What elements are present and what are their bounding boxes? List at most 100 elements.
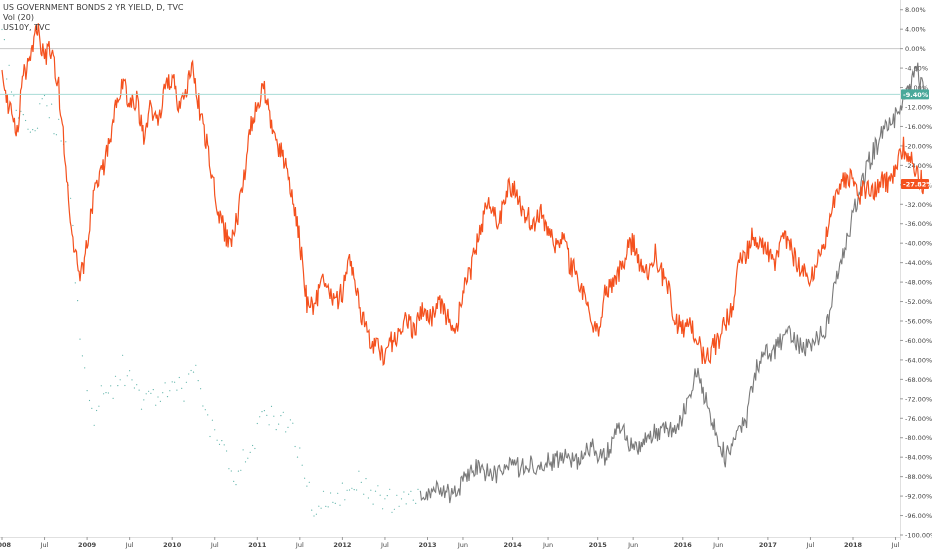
- us10y-point: [195, 364, 197, 366]
- x-tick-label: Jun: [542, 541, 553, 549]
- us10y-point: [301, 464, 303, 466]
- us10y-point: [185, 381, 187, 383]
- us10y-point: [25, 119, 27, 122]
- us10y-point: [230, 470, 232, 472]
- us10y-point: [393, 508, 395, 510]
- x-tick-label: Jul: [295, 541, 304, 549]
- y-tick-label: -96.00%: [905, 512, 932, 520]
- us10y-price-tag-bg: [901, 89, 929, 100]
- y-tick-label: 0.00%: [905, 45, 926, 53]
- y-tick-label: -32.00%: [905, 201, 932, 209]
- y-tick-label: -68.00%: [905, 376, 932, 384]
- us10y-point: [358, 470, 360, 472]
- us10y-point: [280, 415, 282, 417]
- us10y-point: [412, 499, 414, 501]
- us10y-point: [304, 477, 306, 479]
- y-tick-label: -60.00%: [905, 337, 932, 345]
- us10y-point: [152, 389, 154, 391]
- us10y-point: [126, 375, 128, 377]
- us10y-point: [192, 371, 195, 373]
- us10y-point: [405, 503, 407, 505]
- us10y-point: [235, 484, 237, 486]
- us10y-point: [356, 489, 358, 491]
- us10y-point: [327, 506, 329, 508]
- us02y-line[interactable]: [1, 23, 925, 367]
- us10y-point: [15, 109, 17, 111]
- us10y-point: [122, 354, 124, 356]
- y-tick-label: -36.00%: [905, 220, 932, 228]
- us10y-point: [386, 495, 388, 497]
- us10y-point: [259, 416, 261, 418]
- us10y-point: [100, 385, 102, 387]
- us10y-point: [39, 103, 41, 105]
- us10y-point: [157, 396, 159, 398]
- us10y-point: [58, 118, 60, 120]
- us10y-point: [268, 424, 270, 426]
- us10y-line[interactable]: [419, 62, 925, 504]
- us10y-point: [256, 422, 258, 425]
- x-tick-label: 2017: [759, 541, 777, 549]
- us10y-point: [48, 117, 50, 119]
- us10y-point: [282, 411, 284, 413]
- us10y-point: [124, 384, 126, 387]
- us10y-point: [74, 282, 76, 284]
- us10y-point: [363, 493, 365, 495]
- us10y-point: [51, 103, 53, 105]
- us10y-point: [273, 415, 275, 417]
- y-tick-label: -84.00%: [905, 454, 932, 462]
- us10y-point: [145, 393, 147, 395]
- us10y-point: [27, 128, 29, 130]
- us10y-point: [311, 509, 313, 511]
- us10y-point: [81, 355, 83, 357]
- x-tick-label: 2015: [589, 541, 608, 549]
- y-tick-label: -100.00%: [905, 532, 932, 540]
- legend-main-symbol[interactable]: US GOVERNMENT BONDS 2 YR YIELD, D, TVC: [3, 3, 184, 12]
- us10y-point: [207, 414, 209, 416]
- us10y-point: [382, 508, 384, 510]
- us10y-point: [209, 435, 211, 438]
- us10y-point: [22, 114, 24, 116]
- us10y-point: [84, 367, 86, 369]
- us10y-point: [341, 482, 343, 484]
- us10y-point: [96, 409, 98, 412]
- us10y-point: [263, 410, 265, 412]
- us10y-point: [41, 98, 43, 100]
- y-tick-label: 8.00%: [905, 6, 926, 14]
- us10y-point: [138, 389, 140, 391]
- legend-volume[interactable]: Vol (20): [3, 13, 34, 22]
- us10y-point: [351, 487, 353, 489]
- y-tick-label: -56.00%: [905, 318, 932, 326]
- us10y-point: [13, 95, 15, 97]
- y-tick-label: -16.00%: [905, 123, 932, 131]
- us10y-point: [29, 131, 31, 133]
- us10y-point: [318, 505, 320, 507]
- us10y-point: [65, 141, 67, 143]
- us10y-point: [313, 515, 315, 517]
- us10y-point: [242, 449, 244, 451]
- x-tick-label: 2012: [333, 541, 351, 549]
- us10y-point: [322, 490, 325, 492]
- us10y-point: [166, 396, 169, 398]
- us10y-point: [214, 429, 216, 431]
- x-tick-label: Jul: [125, 541, 134, 549]
- us10y-point: [226, 450, 228, 452]
- us10y-point: [266, 414, 268, 416]
- us10y-point: [72, 224, 74, 227]
- legend-compare-symbol[interactable]: US10Y, TVC: [3, 23, 51, 32]
- us10y-point: [270, 405, 273, 407]
- us10y-point: [233, 480, 235, 482]
- us10y-point: [43, 94, 46, 97]
- us10y-point: [384, 498, 386, 500]
- us10y-point: [337, 492, 339, 494]
- us10y-point: [278, 423, 280, 425]
- us10y-point: [20, 110, 22, 112]
- y-tick-label: -44.00%: [905, 259, 932, 267]
- us10y-point: [325, 505, 327, 507]
- us10y-point: [296, 456, 299, 458]
- us10y-point: [34, 130, 36, 132]
- y-tick-label: -24.00%: [905, 162, 932, 170]
- us10y-point: [391, 511, 393, 513]
- us10y-point: [181, 387, 183, 389]
